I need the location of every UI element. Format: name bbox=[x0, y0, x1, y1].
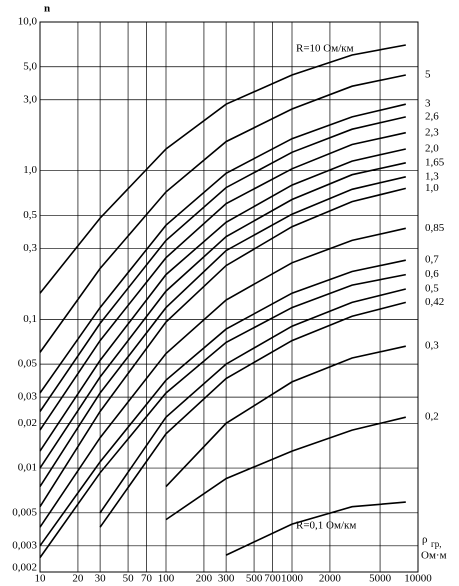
x-tick-label: 10000 bbox=[404, 573, 432, 585]
x-tick-label: 500 bbox=[246, 573, 263, 585]
curve-label: 0,3 bbox=[425, 340, 439, 352]
y-tick-label: 0,1 bbox=[23, 313, 37, 325]
curve-label: 0,42 bbox=[425, 296, 444, 308]
x-axis-subscript: гр, bbox=[431, 539, 441, 549]
curve-label: 1,0 bbox=[425, 182, 439, 194]
curve-label: 2,0 bbox=[425, 142, 439, 154]
curve-label: 1,65 bbox=[425, 156, 445, 168]
x-tick-label: 20 bbox=[72, 573, 84, 585]
curve-label: R=0,1 Ом/км bbox=[296, 520, 356, 532]
y-tick-label: 1,0 bbox=[23, 164, 37, 176]
y-tick-label: 0,02 bbox=[18, 417, 37, 429]
y-tick-label: 0,005 bbox=[12, 506, 37, 518]
curve bbox=[99, 288, 406, 514]
x-tick-label: 5000 bbox=[369, 573, 392, 585]
curve bbox=[99, 301, 406, 528]
x-tick-label: 700 bbox=[264, 573, 281, 585]
y-tick-label: 0,002 bbox=[12, 562, 37, 574]
x-tick-label: 70 bbox=[141, 573, 153, 585]
x-tick-label: 100 bbox=[158, 573, 175, 585]
curve bbox=[225, 501, 406, 556]
x-tick-label: 2000 bbox=[319, 573, 342, 585]
y-tick-label: 3,0 bbox=[23, 93, 37, 105]
curve bbox=[39, 131, 406, 431]
curve bbox=[165, 416, 406, 521]
x-tick-label: 50 bbox=[123, 573, 135, 585]
curve-label: R=10 Ом/км bbox=[296, 43, 354, 55]
curve bbox=[39, 148, 406, 452]
curve-label: 0,7 bbox=[425, 254, 439, 266]
x-tick-label: 1000 bbox=[281, 573, 304, 585]
x-tick-label: 30 bbox=[95, 573, 107, 585]
y-axis-label: n bbox=[44, 3, 50, 15]
curve-label: 0,2 bbox=[425, 411, 439, 423]
curve bbox=[39, 176, 406, 488]
y-tick-label: 0,05 bbox=[18, 358, 38, 370]
curve bbox=[39, 273, 406, 559]
curve-label: 3 bbox=[425, 98, 431, 110]
x-axis-symbol: ρ bbox=[422, 534, 428, 546]
x-tick-label: 10 bbox=[35, 573, 47, 585]
y-tick-label: 0,3 bbox=[23, 242, 37, 254]
y-tick-label: 10,0 bbox=[18, 16, 38, 28]
curve bbox=[39, 116, 406, 412]
curve bbox=[39, 74, 406, 353]
curve-label: 2,3 bbox=[425, 126, 439, 138]
curve bbox=[39, 187, 406, 508]
y-tick-label: 0,03 bbox=[18, 391, 38, 403]
curve bbox=[39, 103, 406, 394]
curve-label: 5 bbox=[425, 69, 431, 81]
y-tick-label: 0,5 bbox=[23, 209, 37, 221]
curve bbox=[39, 227, 406, 528]
x-tick-label: 200 bbox=[196, 573, 213, 585]
x-tick-label: 300 bbox=[218, 573, 235, 585]
x-axis-unit: Ом·м bbox=[421, 550, 447, 562]
y-tick-label: 0,01 bbox=[18, 462, 37, 474]
curve-label: 0,6 bbox=[425, 268, 439, 280]
curve-label: 0,5 bbox=[425, 283, 439, 295]
curve bbox=[39, 44, 406, 294]
y-tick-label: 5,0 bbox=[23, 60, 37, 72]
y-tick-label: 0,003 bbox=[12, 539, 37, 551]
curve bbox=[39, 259, 406, 547]
curve bbox=[165, 345, 406, 488]
curve-label: 1,3 bbox=[425, 170, 439, 182]
curve-label: 0,85 bbox=[425, 222, 445, 234]
curve bbox=[39, 162, 406, 469]
curve-label: 2,6 bbox=[425, 110, 439, 122]
plot-frame bbox=[39, 21, 419, 573]
